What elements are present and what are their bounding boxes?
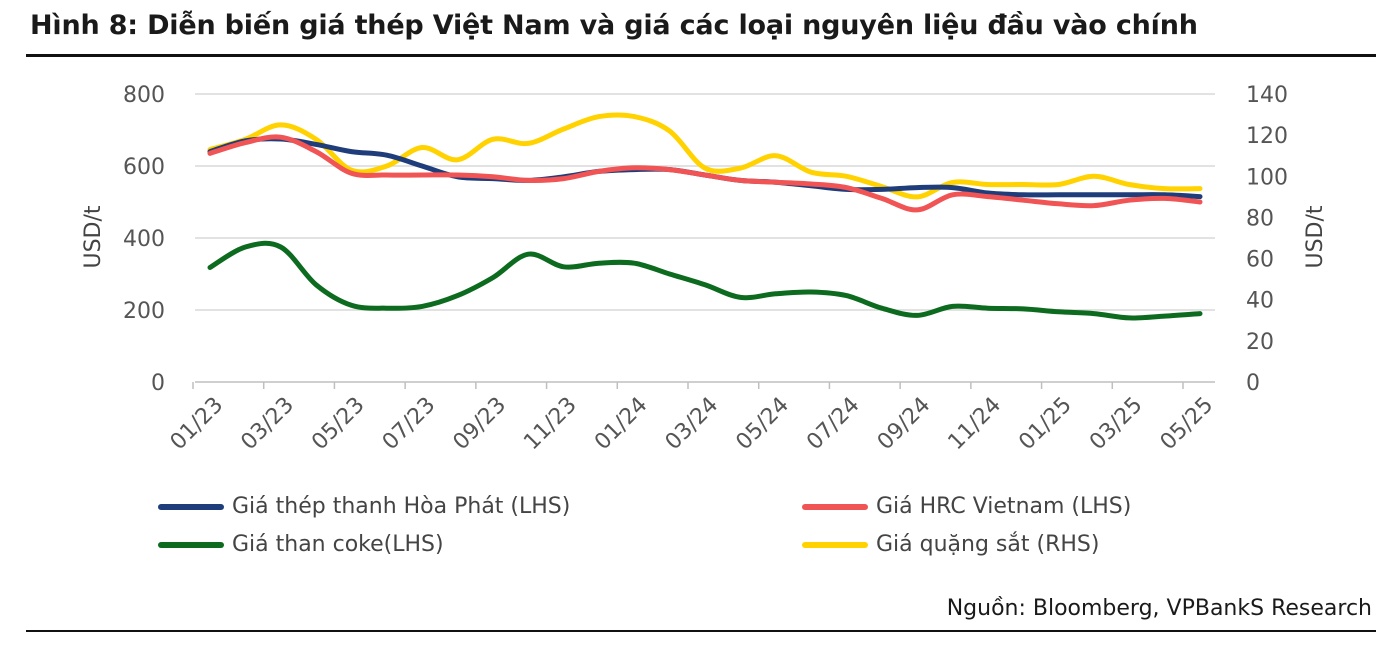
x-axis-ticks: 01/23 03/23 05/23 07/23 09/23 11/23 01/24 03/24… [166,382,1219,456]
x-tick-label: 05/23 [307,393,370,456]
left-tick-label: 200 [123,299,165,324]
series-line-coke [207,240,1203,321]
legend-item-hoa-phat: Giá thép thanh Hòa Phát (LHS) [158,494,570,519]
left-axis-ticks: 0 200 400 600 800 [123,83,165,396]
legend-swatch-coke [158,541,224,548]
x-tick-label: 11/24 [944,393,1007,456]
figure-title: Hình 8: Diễn biến giá thép Việt Nam và g… [30,10,1198,41]
x-tick-label: 07/23 [378,393,441,456]
x-tick-label: 05/24 [731,393,794,456]
legend-label-coke: Giá than coke(LHS) [232,532,444,557]
x-tick-label: 03/24 [661,393,724,456]
legend-swatch-hrc [802,503,868,510]
legend-swatch-iron-ore [802,541,868,548]
x-tick-label: 01/24 [590,393,653,456]
right-tick-label: 120 [1246,124,1288,149]
legend-label-iron-ore: Giá quặng sắt (RHS) [876,532,1100,557]
legend-item-iron-ore: Giá quặng sắt (RHS) [802,532,1099,557]
right-axis-title: USD/t [1303,205,1328,268]
x-tick-label: 03/23 [236,393,299,456]
legend-item-hrc: Giá HRC Vietnam (LHS) [802,494,1131,519]
title-rule [26,54,1376,57]
series-line-hrc [207,134,1203,213]
series-line-iron-ore [207,112,1203,200]
x-tick-label: 11/23 [519,393,582,456]
legend-item-coke: Giá than coke(LHS) [158,532,444,557]
x-tick-label: 01/23 [166,393,229,456]
right-tick-label: 60 [1246,248,1274,273]
x-tick-label: 09/23 [449,393,512,456]
x-tick-label: 01/25 [1014,393,1077,456]
right-tick-label: 140 [1246,83,1288,108]
legend-swatch-hoa-phat [158,503,224,510]
x-tick-label: 07/24 [802,393,865,456]
left-axis-title: USD/t [81,205,106,268]
legend-label-hrc: Giá HRC Vietnam (LHS) [876,494,1132,519]
x-tick-label: 09/24 [873,393,936,456]
bottom-rule [26,630,1376,632]
legend-label-hoa-phat: Giá thép thanh Hòa Phát (LHS) [232,494,571,519]
right-tick-label: 0 [1246,371,1260,396]
right-axis-ticks: 0 20 40 60 80 100 120 140 [1246,83,1288,396]
left-tick-label: 400 [123,227,165,252]
right-tick-label: 100 [1246,165,1288,190]
source-note: Nguồn: Bloomberg, VPBankS Research [946,596,1372,621]
left-tick-label: 0 [151,371,165,396]
x-tick-label: 05/25 [1156,393,1219,456]
left-tick-label: 800 [123,83,165,108]
right-tick-label: 40 [1246,289,1274,314]
right-tick-label: 20 [1246,330,1274,355]
left-tick-label: 600 [123,155,165,180]
right-tick-label: 80 [1246,206,1274,231]
x-tick-label: 03/25 [1085,393,1148,456]
series-lines [207,112,1203,321]
